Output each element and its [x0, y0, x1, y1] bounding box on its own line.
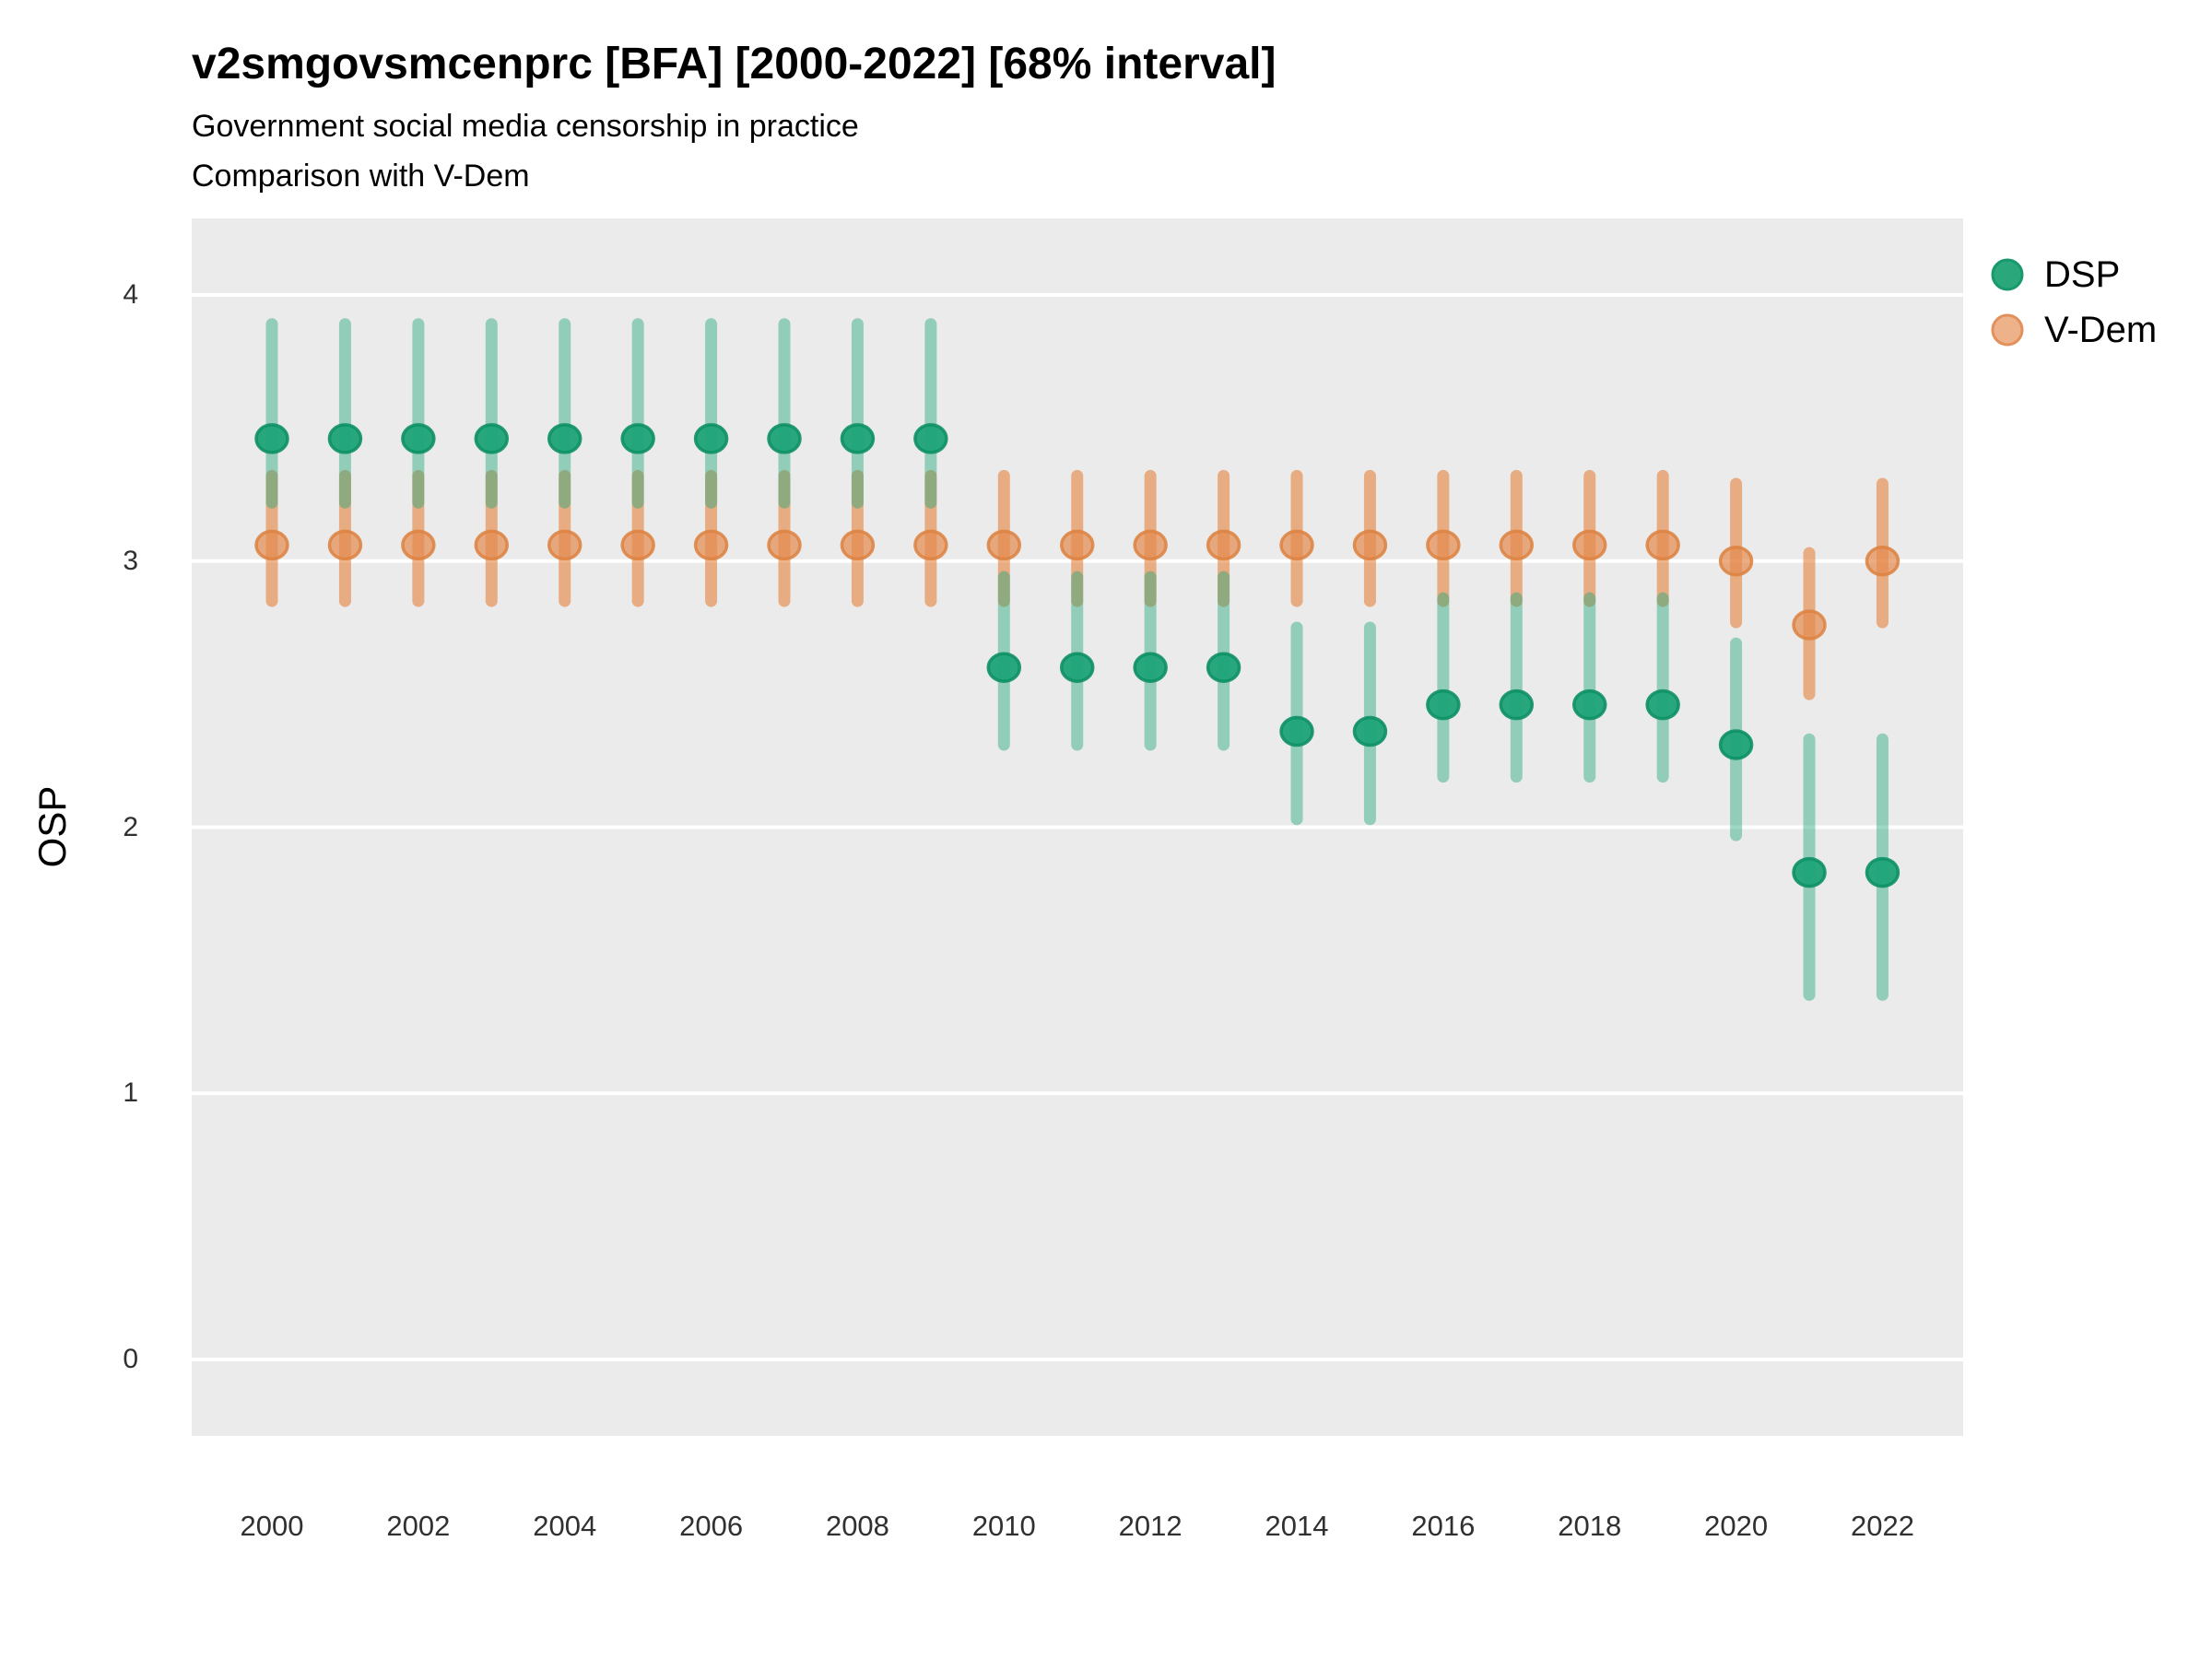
- dsp-point-2022: [1865, 856, 1900, 888]
- x-tick-label-2014: 2014: [1265, 1510, 1329, 1542]
- vdem-point-2012: [1133, 529, 1168, 561]
- vdem-point-2020: [1718, 546, 1754, 577]
- legend-label-dsp: DSP: [2044, 253, 2121, 295]
- dsp-point-2003: [474, 423, 510, 454]
- chart-subtitle: Government social media censorship in pr…: [192, 109, 859, 144]
- dsp-legend-circle: [1991, 258, 2024, 291]
- vdem-point-2003: [474, 529, 510, 561]
- x-tick-label-2020: 2020: [1704, 1510, 1769, 1542]
- vdem-point-2015: [1352, 529, 1388, 561]
- legend: DSP V-Dem: [1987, 247, 2157, 358]
- vdem-point-2009: [913, 529, 948, 561]
- vdem-point-2017: [1499, 529, 1535, 561]
- x-tick-label-2010: 2010: [971, 1510, 1036, 1542]
- x-tick-label-2006: 2006: [679, 1510, 744, 1542]
- vdem-point-2019: [1645, 529, 1680, 561]
- vdem-point-2021: [1792, 609, 1827, 641]
- vdem-point-2011: [1059, 529, 1095, 561]
- dsp-point-2007: [767, 423, 802, 454]
- vdem-point-2016: [1426, 529, 1461, 561]
- x-tick-label-2004: 2004: [533, 1510, 597, 1542]
- vdem-point-2004: [547, 529, 582, 561]
- legend-item-vdem: V-Dem: [1987, 302, 2157, 358]
- dsp-point-2018: [1571, 688, 1607, 721]
- x-tick-label-2002: 2002: [386, 1510, 451, 1542]
- x-tick-label-2016: 2016: [1411, 1510, 1476, 1542]
- dsp-point-2011: [1059, 652, 1095, 683]
- x-tick-label-2008: 2008: [825, 1510, 889, 1542]
- chart-title: v2smgovsmcenprc [BFA] [2000-2022] [68% i…: [192, 40, 1277, 88]
- dsp-point-2006: [693, 423, 729, 454]
- vdem-legend-circle: [1991, 313, 2024, 347]
- y-tick-label-4: 4: [123, 279, 138, 310]
- y-tick-label-3: 3: [123, 545, 138, 576]
- dsp-point-2012: [1133, 652, 1168, 683]
- dsp-point-2021: [1792, 856, 1827, 888]
- dsp-point-2001: [327, 423, 363, 454]
- dsp-point-2014: [1279, 715, 1314, 747]
- vdem-point-2013: [1206, 529, 1241, 561]
- dsp-point-2004: [547, 423, 582, 454]
- dsp-point-2008: [840, 423, 876, 454]
- dsp-point-2000: [254, 423, 289, 454]
- vdem-point-2008: [840, 529, 876, 561]
- y-tick-label-0: 0: [123, 1344, 138, 1374]
- vdem-point-2001: [327, 529, 363, 561]
- dsp-point-2013: [1206, 652, 1241, 683]
- x-tick-label-2000: 2000: [240, 1510, 304, 1542]
- vdem-point-2006: [693, 529, 729, 561]
- vdem-point-2002: [401, 529, 436, 561]
- vdem-point-2007: [767, 529, 802, 561]
- dsp-point-2015: [1352, 715, 1388, 747]
- vdem-point-2022: [1865, 546, 1900, 577]
- x-tick-label-2012: 2012: [1118, 1510, 1182, 1542]
- dsp-point-2005: [620, 423, 655, 454]
- dsp-point-2020: [1718, 729, 1754, 760]
- y-tick-label-2: 2: [123, 811, 138, 842]
- vdem-point-2000: [254, 529, 289, 561]
- legend-item-dsp: DSP: [1987, 247, 2157, 302]
- vdem-point-2014: [1279, 529, 1314, 561]
- dsp-point-2017: [1499, 688, 1535, 721]
- vdem-legend-point-icon: [1991, 313, 2024, 347]
- x-tick-label-2022: 2022: [1850, 1510, 1914, 1542]
- chart-subtitle-comparison: Comparison with V-Dem: [192, 159, 530, 194]
- x-tick-label-2018: 2018: [1558, 1510, 1622, 1542]
- dsp-point-2019: [1645, 688, 1680, 721]
- dsp-point-2002: [401, 423, 436, 454]
- vdem-point-2005: [620, 529, 655, 561]
- dsp-point-2010: [986, 652, 1022, 683]
- legend-label-vdem: V-Dem: [2044, 309, 2158, 350]
- y-tick-label-1: 1: [123, 1077, 138, 1109]
- dsp-point-2009: [913, 423, 948, 454]
- dsp-legend-point-icon: [1991, 258, 2024, 291]
- vdem-point-2010: [986, 529, 1022, 561]
- vdem-point-2018: [1571, 529, 1607, 561]
- dsp-point-2016: [1426, 688, 1461, 721]
